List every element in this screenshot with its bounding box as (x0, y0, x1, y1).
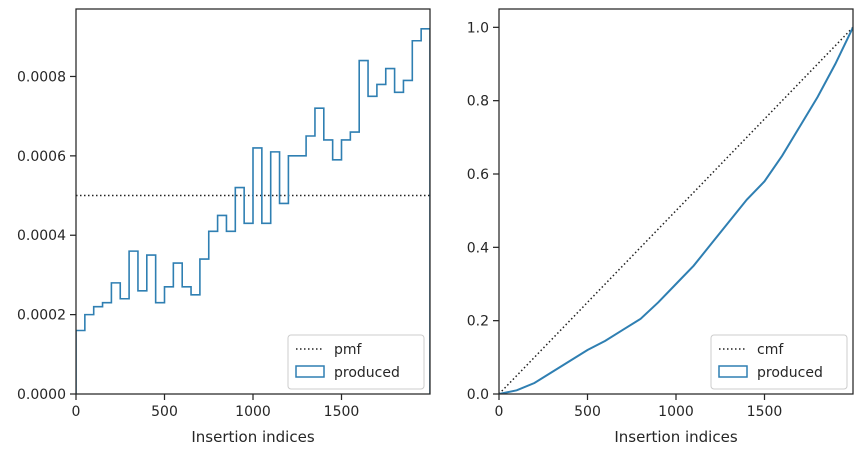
series-produced-line (499, 26, 853, 394)
x-tick-label: 500 (151, 404, 178, 420)
x-axis-label: Insertion indices (191, 428, 314, 446)
legend-series-swatch (295, 365, 325, 378)
y-tick-label: 1.0 (467, 20, 489, 36)
cmf-reference-line (499, 26, 853, 394)
x-tick-label: 1500 (747, 404, 783, 420)
y-tick-label: 0.0002 (17, 308, 66, 324)
x-axis-label: Insertion indices (614, 428, 737, 446)
legend: pmf produced (287, 334, 425, 390)
legend-series-label: produced (757, 365, 823, 381)
x-tick-label: 1000 (235, 404, 271, 420)
legend-box (710, 334, 848, 390)
x-tick-label: 1000 (658, 404, 694, 420)
legend-box (287, 334, 425, 390)
y-tick-label: 0.0008 (17, 69, 66, 85)
x-tick-label: 0 (495, 404, 504, 420)
y-tick-label: 0.6 (467, 167, 489, 183)
x-tick-label: 500 (574, 404, 601, 420)
legend-reference-label: pmf (334, 342, 363, 358)
y-tick-label: 0.8 (467, 94, 489, 110)
legend-series-swatch (718, 365, 748, 378)
y-tick-label: 0.0004 (17, 228, 66, 244)
series-produced-line (76, 28, 430, 394)
y-tick-label: 0.0 (467, 387, 489, 403)
legend: cmf produced (710, 334, 848, 390)
legend-reference-label: cmf (757, 342, 784, 358)
x-tick-label: 1500 (324, 404, 360, 420)
right-panel-cmf: 0 500 1000 1500 0.0 0.2 0.4 0.6 0.8 1.0 Insertion … (467, 8, 854, 446)
left-panel-pmf: 0 500 1000 1500 0.0000 0.0002 0.0004 0.0006 0.00… (17, 8, 431, 446)
y-tick-label: 0.0000 (17, 387, 66, 403)
y-tick-label: 0.0006 (17, 149, 66, 165)
legend-series-label: produced (334, 365, 400, 381)
y-tick-label: 0.2 (467, 314, 489, 330)
x-tick-label: 0 (72, 404, 81, 420)
y-tick-label: 0.4 (467, 240, 489, 256)
